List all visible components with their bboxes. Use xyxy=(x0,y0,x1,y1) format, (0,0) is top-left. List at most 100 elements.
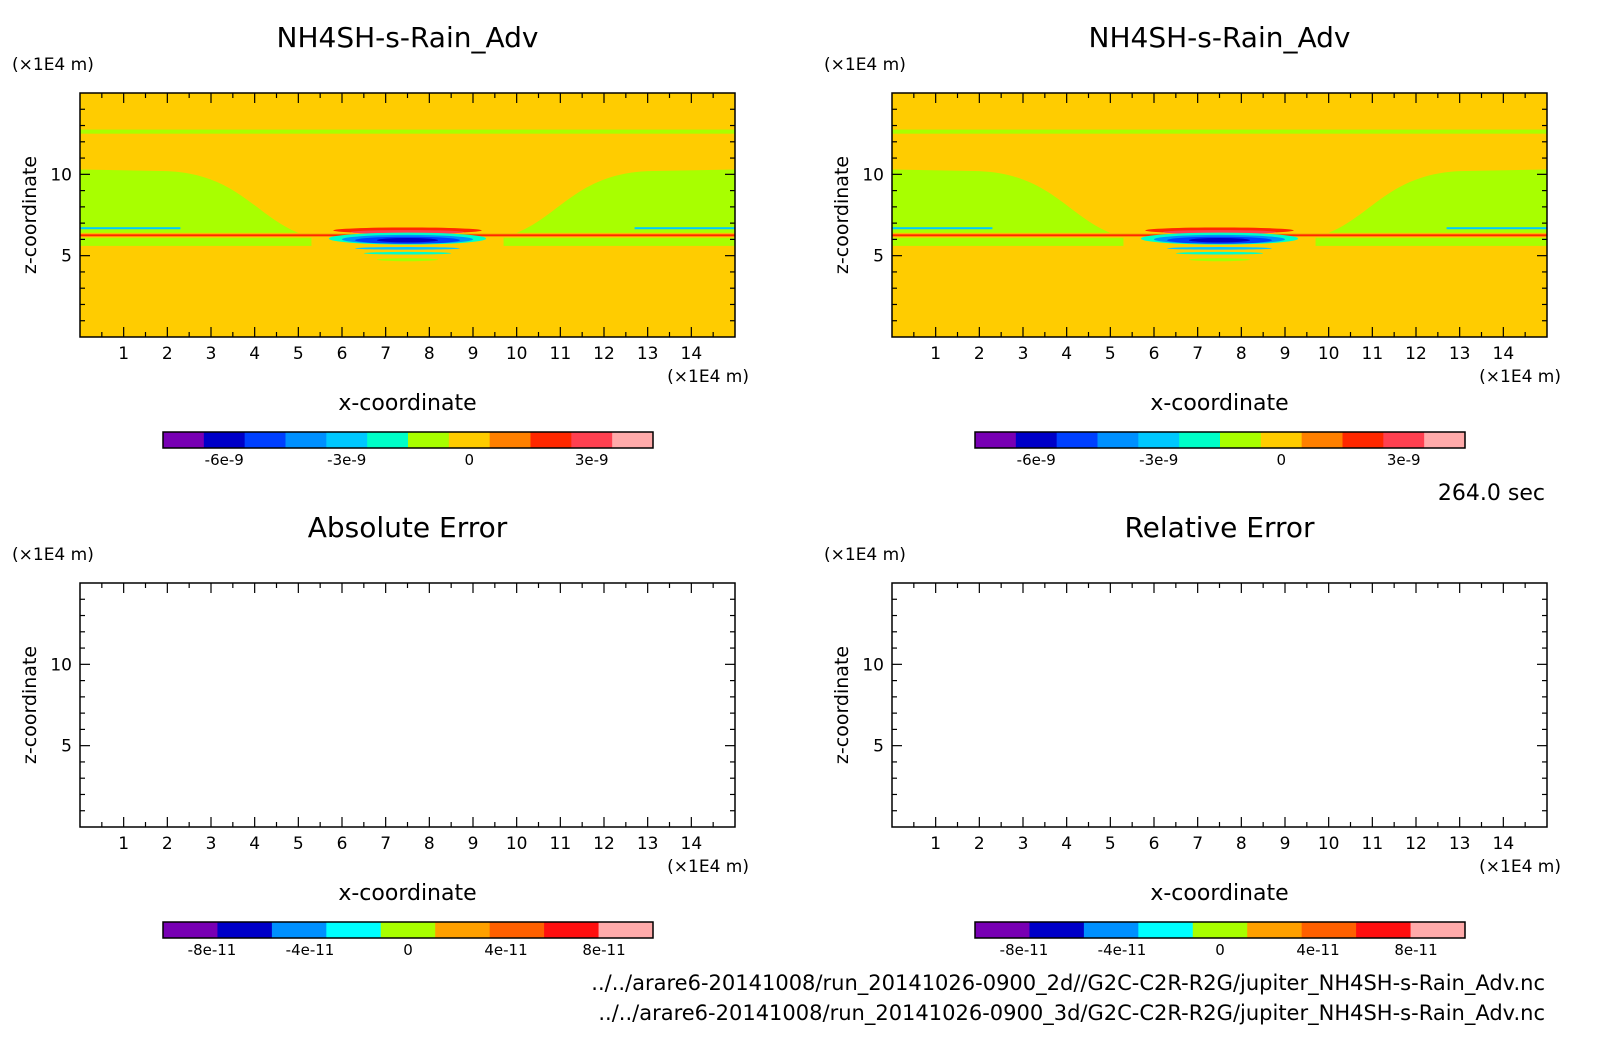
x-tick-label: 5 xyxy=(293,344,304,364)
colorbar-tick-label: 3e-9 xyxy=(575,451,609,469)
colorbar-frame xyxy=(162,431,654,449)
x-tick-label: 10 xyxy=(506,834,528,854)
heatmap-lobe-right xyxy=(1328,169,1547,233)
heatmap-lobe-right xyxy=(516,169,735,233)
heatmap-core-darkblue xyxy=(376,238,439,243)
x-tick-label: 12 xyxy=(593,834,615,854)
colorbar-segment xyxy=(1260,432,1303,448)
panel-title: Relative Error xyxy=(1124,511,1315,544)
colorbar-segment xyxy=(1410,922,1466,938)
x-tick-label: 3 xyxy=(206,834,217,854)
colorbar-tick-label: 8e-11 xyxy=(1394,941,1437,959)
heatmap-lobe-left xyxy=(80,169,299,233)
x-tick-label: 14 xyxy=(1493,344,1515,364)
colorbar-tick-label: -4e-11 xyxy=(1098,941,1147,959)
colorbar-segment xyxy=(163,922,219,938)
colorbar-segment xyxy=(598,922,654,938)
x-tick-label: 10 xyxy=(1318,834,1340,854)
colorbar-segment xyxy=(244,432,287,448)
colorbar-segment xyxy=(367,432,409,448)
colorbar: -8e-11 -4e-11 0 4e-11 8e-11 xyxy=(974,921,1466,959)
colorbar-frame xyxy=(974,431,1466,449)
y-tick-label: 10 xyxy=(862,165,884,185)
x-tick-label: 10 xyxy=(506,344,528,364)
colorbar-tick-label: 0 xyxy=(1215,941,1225,959)
x-tick-label: 5 xyxy=(293,834,304,854)
x-tick-label: 4 xyxy=(249,344,260,364)
heatmap-core-darkblue xyxy=(1188,238,1251,243)
colorbar: -6e-9 -3e-9 0 3e-9 xyxy=(974,431,1466,469)
x-tick-label: 1 xyxy=(118,834,129,854)
colorbar-segment xyxy=(435,922,491,938)
x-tick-label: 3 xyxy=(1018,834,1029,854)
colorbar-segment xyxy=(1056,432,1099,448)
x-axis-label: x-coordinate xyxy=(338,391,476,416)
x-tick-label: 7 xyxy=(1192,834,1203,854)
x-tick-label: 9 xyxy=(468,834,479,854)
x-tick-label: 2 xyxy=(162,344,173,364)
x-axis-label: x-coordinate xyxy=(1150,391,1288,416)
colorbar: -6e-9 -3e-9 0 3e-9 xyxy=(162,431,654,469)
colorbar-segment xyxy=(1383,432,1425,448)
colorbar-segment xyxy=(285,432,327,448)
x-tick-label: 12 xyxy=(593,344,615,364)
x-tick-label: 14 xyxy=(1493,834,1515,854)
heatmap-band-upper xyxy=(892,129,1547,134)
x-tick-label: 6 xyxy=(1149,834,1160,854)
colorbar-segment xyxy=(1220,432,1262,448)
x-unit-label: (×1E4 m) xyxy=(667,367,749,387)
colorbar-segment xyxy=(408,432,450,448)
x-tick-label: 14 xyxy=(681,834,703,854)
colorbar-segment xyxy=(1138,432,1180,448)
colorbar-segment xyxy=(1015,432,1058,448)
colorbar-tick-label: -6e-9 xyxy=(205,451,244,469)
footer-file1: ../../arare6-20141008/run_20141026-0900_… xyxy=(591,971,1545,996)
y-axis-label: z-coordinate xyxy=(19,646,41,764)
x-tick-label: 9 xyxy=(1280,344,1291,364)
colorbar-tick-label: -3e-9 xyxy=(327,451,366,469)
y-axis-label: z-coordinate xyxy=(831,156,853,274)
x-tick-label: 11 xyxy=(550,344,572,364)
colorbar-segment xyxy=(975,432,1017,448)
colorbar-tick-label: -3e-9 xyxy=(1139,451,1178,469)
plot-area xyxy=(80,583,735,827)
panel-4: Relative Error(×1E4 m)1 2 3 4 5 6 7 8 9 10 11 12 13 1… xyxy=(824,511,1561,959)
colorbar-segment xyxy=(571,432,613,448)
colorbar: -8e-11 -4e-11 0 4e-11 8e-11 xyxy=(162,921,654,959)
heatmap-cyan-left xyxy=(892,227,993,230)
x-tick-label: 2 xyxy=(974,834,985,854)
colorbar-tick-label: -4e-11 xyxy=(286,941,335,959)
x-tick-label: 8 xyxy=(1236,344,1247,364)
colorbar-tick-label: 3e-9 xyxy=(1387,451,1421,469)
heatmap-cyan-right xyxy=(1446,227,1547,230)
x-tick-label: 9 xyxy=(468,344,479,364)
colorbar-segment xyxy=(1301,432,1344,448)
x-tick-label: 4 xyxy=(249,834,260,854)
colorbar-tick-label: 4e-11 xyxy=(1296,941,1339,959)
y-axis-label: z-coordinate xyxy=(19,156,41,274)
y-tick-label: 5 xyxy=(61,247,72,267)
footer-file2: ../../arare6-20141008/run_20141026-0900_… xyxy=(598,1001,1545,1026)
x-tick-label: 11 xyxy=(1362,834,1384,854)
colorbar-tick-label: 0 xyxy=(403,941,413,959)
y-tick-label: 10 xyxy=(862,655,884,675)
x-tick-label: 5 xyxy=(1105,834,1116,854)
colorbar-segment xyxy=(448,432,491,448)
x-tick-label: 12 xyxy=(1405,834,1427,854)
colorbar-frame xyxy=(974,921,1466,939)
colorbar-segment xyxy=(1029,922,1085,938)
time-label: 264.0 sec xyxy=(1438,481,1545,506)
colorbar-tick-label: 4e-11 xyxy=(484,941,527,959)
heatmap-stripe-1 xyxy=(1167,247,1272,250)
panel-title: NH4SH-s-Rain_Adv xyxy=(1089,21,1351,54)
x-tick-label: 6 xyxy=(337,344,348,364)
y-tick-label: 10 xyxy=(50,655,72,675)
panel-3: Absolute Error(×1E4 m)1 2 3 4 5 6 7 8 9 10 11 12 13 1… xyxy=(12,511,749,959)
heatmap-stripe-3 xyxy=(376,258,439,262)
heatmap-strip-right xyxy=(503,237,735,246)
colorbar-tick-label: 0 xyxy=(1276,451,1286,469)
heatmap-field xyxy=(892,129,1547,262)
colorbar-segment xyxy=(1424,432,1466,448)
heatmap-band-upper xyxy=(80,129,735,134)
colorbar-tick-label: 8e-11 xyxy=(582,941,625,959)
